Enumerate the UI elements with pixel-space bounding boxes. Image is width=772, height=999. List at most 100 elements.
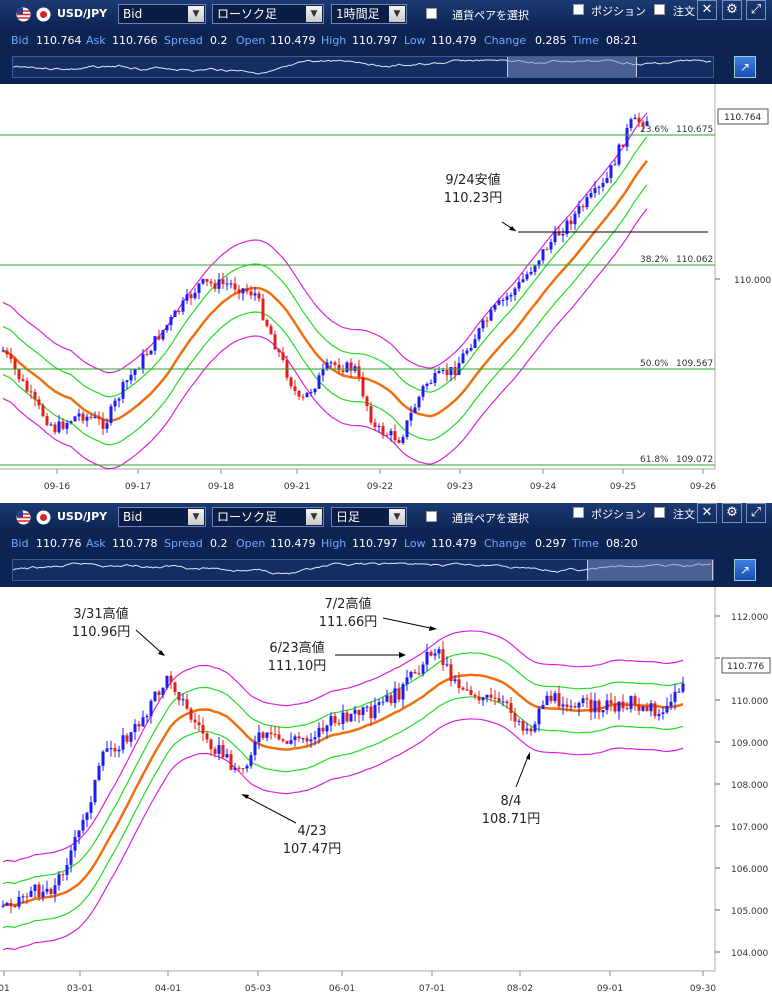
chart-type-select[interactable]: ローソク足 ▼ [212, 4, 324, 24]
gear-icon[interactable]: ⚙ [722, 503, 742, 523]
candle [613, 159, 617, 166]
low-label: Low [404, 537, 426, 550]
candle [541, 249, 545, 264]
candle [413, 403, 417, 414]
timeframe-select[interactable]: 日足 ▼ [331, 507, 407, 527]
candle [601, 177, 605, 192]
candle [161, 687, 165, 699]
svg-text:107.47円: 107.47円 [283, 842, 342, 857]
candle [145, 713, 149, 723]
candle [53, 878, 57, 903]
upper-inner-band [2, 136, 648, 398]
candle [381, 422, 385, 439]
candle [349, 713, 353, 723]
lower-inner-band [2, 184, 648, 446]
candle [469, 343, 473, 352]
candle [181, 297, 185, 315]
candle [249, 752, 253, 769]
time-value: 08:21 [606, 34, 638, 47]
candle [393, 424, 397, 444]
change-value: 0.285 [535, 34, 567, 47]
candle [109, 403, 113, 426]
navigator-strip[interactable] [12, 559, 714, 581]
price-type-select[interactable]: Bid ▼ [118, 4, 206, 24]
candle [621, 144, 625, 147]
date-label: 09-16 [44, 482, 70, 492]
price-type-select[interactable]: Bid ▼ [118, 507, 206, 527]
low-value: 110.479 [431, 34, 477, 47]
candle [657, 709, 661, 721]
annotation-4-23-low: 4/23 107.47円 [241, 794, 341, 857]
candle [629, 117, 633, 132]
candlesticks [1, 112, 649, 445]
select-pair-checkbox[interactable] [426, 8, 437, 19]
order-checkbox[interactable] [654, 507, 665, 518]
timeframe-select[interactable]: 1時間足 ▼ [331, 4, 407, 24]
pair-label[interactable]: USD/JPY [57, 510, 108, 523]
navigator-scroll-button[interactable]: ↗ [734, 56, 756, 78]
candle [421, 384, 425, 401]
date-label: 09-01 [597, 984, 623, 994]
position-checkbox[interactable] [573, 4, 584, 15]
candle [437, 646, 441, 659]
top-navigator[interactable]: ↗ [0, 52, 772, 84]
chevron-down-icon: ▼ [188, 509, 204, 525]
close-icon[interactable]: ✕ [697, 0, 717, 20]
candle [553, 226, 557, 246]
candle [517, 718, 521, 726]
candle [573, 210, 577, 230]
pair-label[interactable]: USD/JPY [57, 7, 108, 20]
order-checkbox[interactable] [654, 4, 665, 15]
spread-value: 0.2 [210, 34, 228, 47]
candle [577, 701, 581, 716]
bid-value: 110.776 [36, 537, 82, 550]
candle [537, 706, 541, 732]
candle [493, 689, 497, 705]
low-value: 110.479 [431, 537, 477, 550]
expand-icon[interactable]: ⤢ [746, 0, 766, 20]
position-label: ポジション [591, 508, 646, 521]
daily-chart[interactable]: 112.000 110.000 109.000 108.000 107.000 106.0… [0, 587, 772, 999]
candle [277, 348, 281, 358]
date-label: 08-02 [507, 984, 533, 994]
chart-type-select[interactable]: ローソク足 ▼ [212, 507, 324, 527]
select-pair-checkbox[interactable] [426, 511, 437, 522]
candle [257, 290, 261, 302]
candle [581, 203, 585, 212]
candle [233, 763, 237, 773]
bottom-navigator[interactable]: ↗ [0, 555, 772, 587]
candle [105, 418, 109, 433]
position-checkbox[interactable] [573, 507, 584, 518]
navigator-scroll-button[interactable]: ↗ [734, 559, 756, 581]
expand-icon[interactable]: ⤢ [746, 503, 766, 523]
candle [605, 693, 609, 715]
navigator-strip[interactable] [12, 56, 714, 78]
candle [317, 372, 321, 390]
candle [509, 292, 513, 302]
hourly-chart[interactable]: 23.6% 110.675 38.2% 110.062 50.0% 109.567 61.8… [0, 84, 772, 497]
navigator-selection-handle[interactable] [507, 57, 637, 77]
lower-outer-band [2, 208, 648, 470]
candle [345, 360, 349, 373]
chart-type-value: ローソク足 [217, 7, 278, 21]
candlesticks [1, 640, 685, 914]
candle [637, 112, 641, 128]
candle [201, 278, 205, 285]
candle [45, 412, 49, 427]
candle [505, 292, 509, 307]
price-type-value: Bid [123, 7, 143, 21]
candle [541, 700, 545, 710]
candle [357, 359, 361, 382]
price-label: 109.000 [731, 739, 768, 749]
date-label: 09-26 [690, 482, 716, 492]
close-icon[interactable]: ✕ [697, 503, 717, 523]
candle [537, 260, 541, 269]
chevron-down-icon: ▼ [188, 6, 204, 22]
bid-value: 110.764 [36, 34, 82, 47]
candle [129, 368, 133, 385]
candle [597, 698, 601, 720]
navigator-selection-handle[interactable] [587, 560, 713, 580]
lower-inner-band [2, 696, 684, 929]
candle [321, 719, 325, 735]
gear-icon[interactable]: ⚙ [722, 0, 742, 20]
